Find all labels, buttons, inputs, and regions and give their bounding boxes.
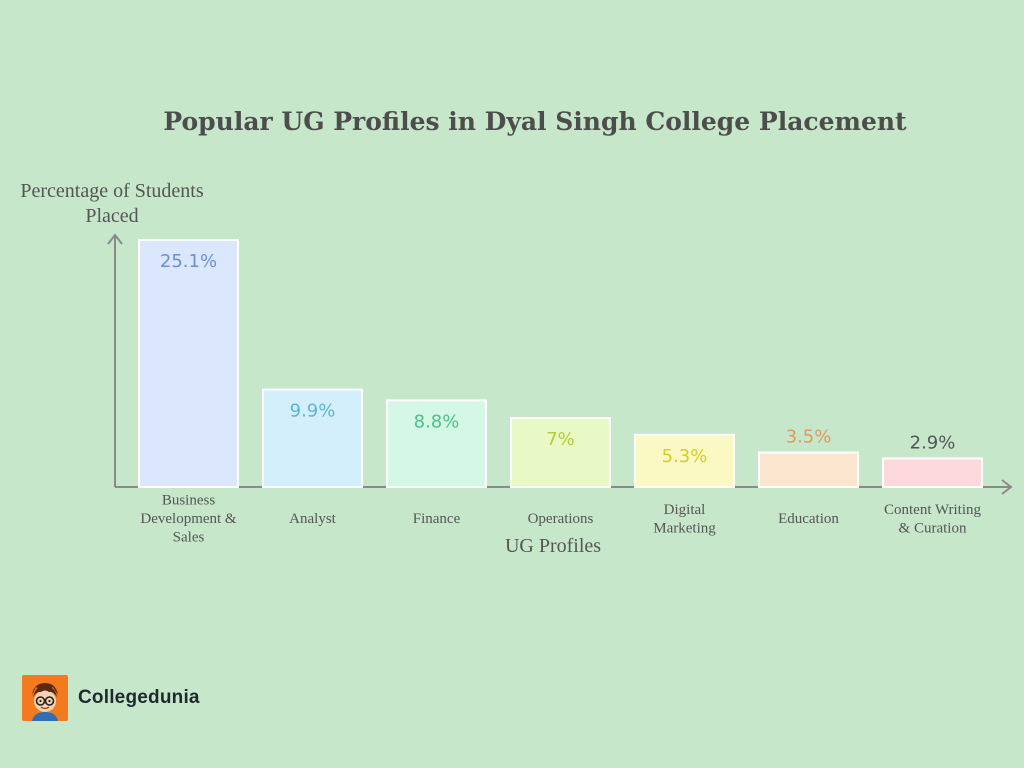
bar [386,399,487,489]
x-tick-label: Digital Marketing [653,502,716,537]
data-label: 25.1% [160,251,217,272]
x-tick-label: Operations [528,511,594,527]
avatar-icon [22,675,68,721]
data-label: 8.8% [414,411,460,432]
x-tick-label: Finance [413,511,461,527]
y-axis-arrow [107,233,123,245]
x-axis-arrow [1001,479,1013,495]
data-label: 5.3% [662,446,708,467]
bar [634,433,735,489]
brand: Collegedunia [22,674,200,722]
x-tick-labels: Business Development & Sales Analyst Finance… [140,493,981,546]
bar [138,239,239,488]
bar [758,451,859,488]
brand-name: Collegedunia [78,687,200,708]
x-tick-label: Education [778,511,839,527]
x-tick-label: Content Writing & Curation [884,502,982,537]
data-labels: 25.1% 9.9% 8.8% 7% 5.3% 3.5% 2.9% [160,251,955,467]
bar [882,457,983,489]
bar [510,417,611,488]
x-tick-label: Business Development & Sales [140,493,237,546]
y-axis-label: Percentage of Students Placed [20,180,203,227]
chart-title: Popular UG Profiles in Dyal Singh Colleg… [163,107,907,136]
x-axis-label: UG Profiles [505,535,601,557]
data-label: 9.9% [290,401,336,422]
bar [262,388,363,489]
data-label: 3.5% [786,427,832,448]
x-tick-label: Analyst [289,511,336,527]
bars [138,239,983,489]
data-label: 2.9% [910,432,956,453]
data-label: 7% [546,429,575,450]
